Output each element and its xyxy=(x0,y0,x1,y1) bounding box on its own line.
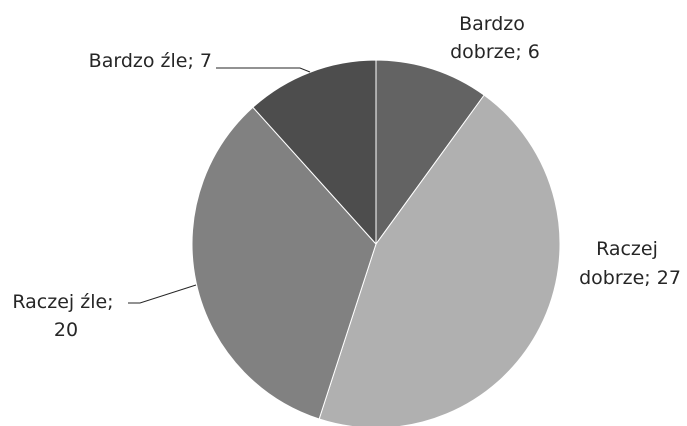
pie-slices xyxy=(191,59,561,426)
data-label-raczej-dobrze: Raczej dobrze; 27 xyxy=(579,238,681,289)
leader-line-bardzo-zle xyxy=(216,67,311,73)
pie-slice-bardzo-dobrze xyxy=(375,59,485,246)
leader-lines xyxy=(128,67,311,304)
pie-slice-bardzo-zle xyxy=(252,59,377,246)
data-labels: Bardzo dobrze; 6 Raczej dobrze; 27 Racze… xyxy=(12,13,681,341)
pie-slice-raczej-zle xyxy=(191,106,377,420)
data-label-bardzo-zle: Bardzo źle; 7 xyxy=(89,50,212,72)
leader-line-raczej-zle xyxy=(128,284,197,304)
data-label-raczej-zle: Raczej źle; 20 xyxy=(12,291,119,341)
pie-slice-raczej-dobrze xyxy=(318,94,561,426)
data-label-bardzo-dobrze: Bardzo dobrze; 6 xyxy=(450,13,540,63)
